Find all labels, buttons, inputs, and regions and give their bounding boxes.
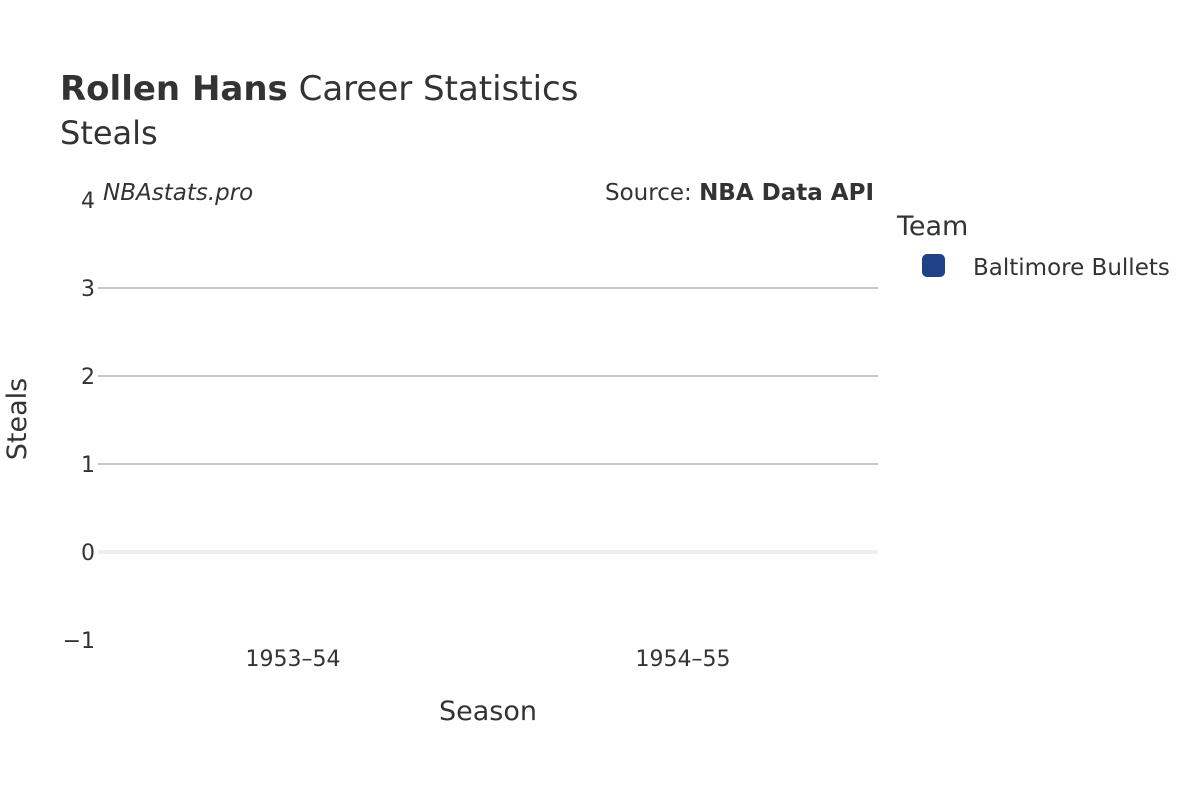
chart-subtitle: Steals: [60, 114, 158, 152]
source-prefix: Source:: [605, 180, 699, 206]
x-tick-label: 1953–54: [246, 647, 341, 672]
legend-label-baltimore-bullets[interactable]: Baltimore Bullets: [973, 255, 1170, 281]
source-text: Source: NBA Data API: [605, 180, 874, 206]
y-tick-label: 3: [81, 277, 95, 302]
grid: [98, 287, 878, 554]
y-tick-label: 4: [81, 189, 95, 214]
y-tick-label: 1: [81, 453, 95, 478]
legend-swatch-baltimore-bullets[interactable]: [922, 254, 945, 277]
chart-title-player: Rollen Hans: [60, 69, 288, 109]
y-tick-label: 2: [81, 365, 95, 390]
y-axis-ticks: 4 3 2 1 0 −1: [63, 189, 95, 654]
x-axis-title: Season: [439, 696, 537, 727]
x-axis-ticks: 1953–54 1954–55: [246, 647, 731, 672]
legend-title: Team: [896, 211, 968, 242]
y-tick-label: −1: [63, 629, 95, 654]
y-tick-label: 0: [81, 541, 95, 566]
source-name: NBA Data API: [699, 180, 874, 206]
chart-title: Rollen Hans Career Statistics: [60, 69, 578, 109]
y-axis-title: Steals: [2, 378, 33, 460]
watermark: NBAstats.pro: [103, 180, 253, 206]
x-tick-label: 1954–55: [636, 647, 731, 672]
chart-title-rest: Career Statistics: [288, 69, 579, 109]
